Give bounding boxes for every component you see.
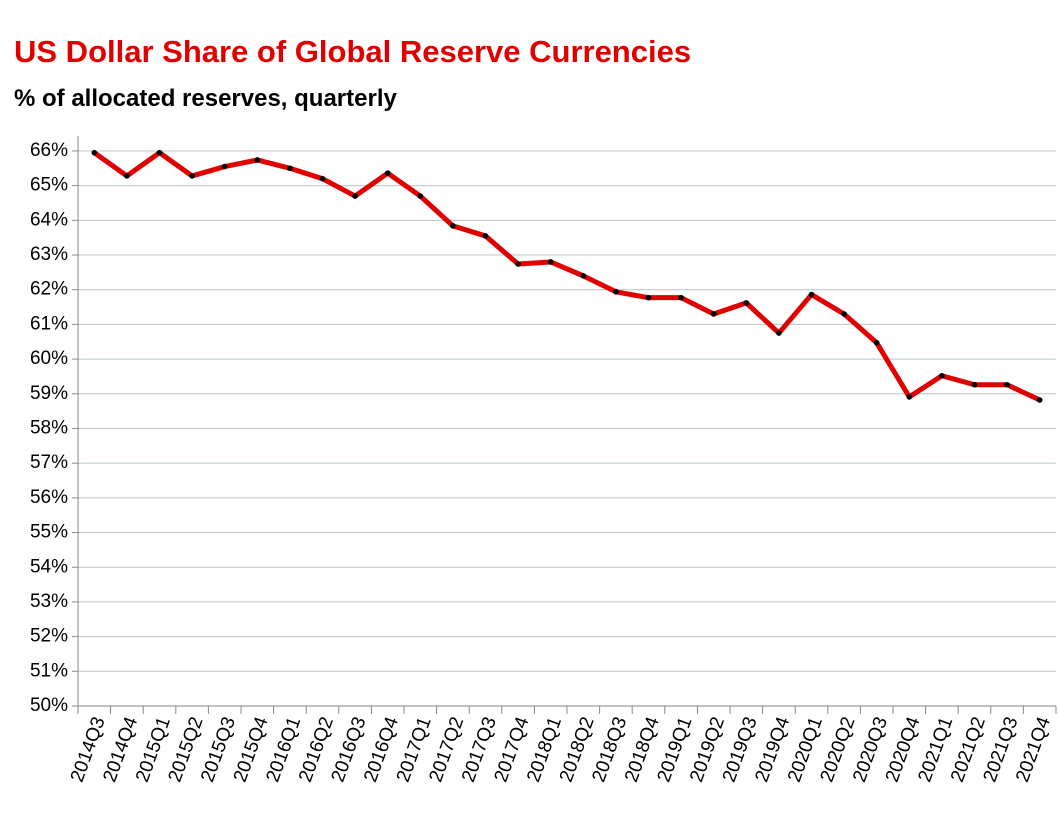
y-tick-label: 64% [30, 209, 68, 230]
data-point [515, 261, 521, 267]
data-point [319, 175, 326, 182]
data-point [1004, 381, 1010, 388]
data-line [92, 150, 1041, 403]
data-point [776, 330, 782, 336]
data-point [91, 149, 98, 156]
y-tick-label: 58% [30, 417, 68, 438]
data-point [417, 193, 424, 199]
data-point [384, 170, 391, 176]
data-point [939, 372, 945, 379]
data-point [808, 291, 815, 298]
data-point [580, 273, 587, 279]
y-tick-label: 54% [30, 556, 68, 577]
data-point [873, 339, 880, 346]
data-point [189, 173, 195, 179]
y-tick-label: 57% [30, 452, 68, 473]
data-point [1036, 397, 1043, 403]
data-point [547, 259, 554, 265]
data-point [710, 311, 717, 317]
data-point [906, 394, 913, 400]
data-point [743, 300, 750, 306]
y-tick-label: 65% [30, 175, 68, 196]
y-tick-label: 59% [30, 383, 68, 404]
y-tick-label: 60% [30, 348, 68, 369]
data-point [352, 193, 358, 199]
data-point [450, 223, 456, 229]
data-point [678, 294, 684, 301]
y-tick-label: 51% [30, 660, 68, 681]
data-point [482, 233, 489, 239]
data-point [841, 311, 847, 317]
data-point [971, 381, 978, 388]
y-tick-label: 61% [30, 313, 68, 334]
y-tick-label: 66% [30, 140, 68, 161]
chart-subtitle: % of allocated reserves, quarterly [14, 85, 397, 112]
y-tick-label: 56% [30, 487, 68, 508]
chart-title: US Dollar Share of Global Reserve Curren… [14, 34, 691, 69]
data-point [613, 288, 619, 295]
y-tick-label: 50% [30, 695, 68, 716]
y-tick-label: 55% [30, 522, 68, 543]
y-tick-label: 52% [30, 626, 68, 647]
data-point [287, 165, 293, 172]
y-tick-label: 63% [30, 244, 68, 265]
y-tick-label: 53% [30, 591, 68, 612]
y-tick-label: 62% [30, 279, 68, 300]
data-point [645, 294, 652, 301]
data-point [156, 149, 163, 156]
data-point [254, 157, 261, 163]
data-point [221, 163, 228, 170]
data-point [124, 173, 130, 179]
